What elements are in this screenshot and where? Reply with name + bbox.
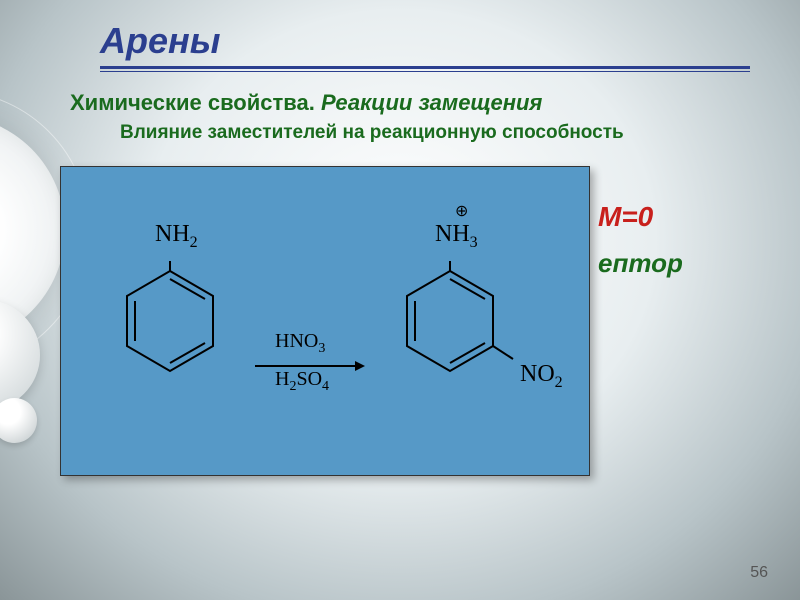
diagram-area: М=0 ептор NH2 HNO3 H2SO4 [60,166,720,486]
nitro-group-sub: 2 [555,374,563,391]
page-number: 56 [750,564,768,582]
title-underline-thick [100,66,750,69]
subtitle-line1-b: Реакции замещения [321,90,542,115]
subtitle-line1-a: Химические свойства. [70,90,315,115]
substituent-right-text: NH [435,221,470,247]
partial-text-red: М=0 [598,201,653,233]
nitro-group-text: NO [520,361,555,387]
substituent-left: NH2 [155,221,198,252]
benzene-right [395,261,525,421]
partial-text-green: ептор [598,248,683,279]
subtitle-line2: Влияние заместителей на реакционную спос… [120,122,750,144]
substituent-left-text: NH [155,221,190,247]
benzene-left [115,261,225,391]
slide-title: Арены [100,20,750,62]
substituent-right: NH3 [435,221,478,252]
title-underline-thin [100,71,750,72]
substituent-right-sub: 3 [470,234,478,251]
reagent-bottom: H2SO4 [275,368,329,395]
slide-container: Арены Химические свойства. Реакции замещ… [0,0,800,600]
nitro-group: NO2 [520,361,563,392]
substituent-left-sub: 2 [190,234,198,251]
reagent-top: HNO3 [275,330,325,357]
charge-symbol: ⊕ [455,201,468,221]
subtitle-line1: Химические свойства. Реакции замещения [70,90,750,116]
